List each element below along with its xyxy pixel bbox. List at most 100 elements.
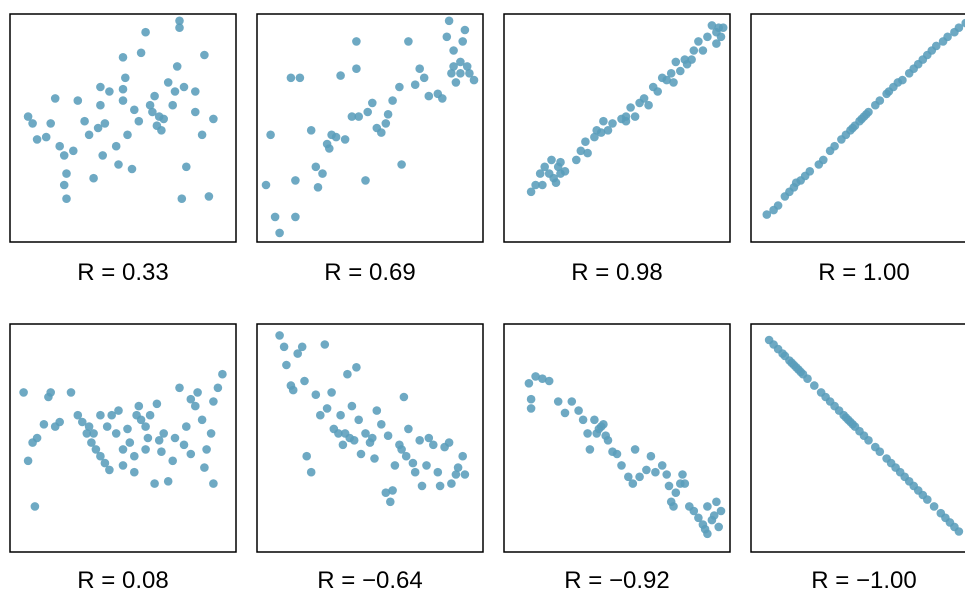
data-point [175, 16, 184, 26]
data-point [578, 415, 588, 425]
data-point [78, 417, 87, 427]
data-point [356, 449, 366, 459]
data-point [465, 69, 474, 78]
data-point [368, 98, 377, 108]
data-point [531, 180, 540, 190]
data-point [929, 502, 939, 511]
data-point [653, 87, 662, 96]
correlation-label: R = 0.69 [324, 259, 415, 286]
data-point [100, 119, 110, 128]
data-point [286, 73, 296, 83]
data-point [410, 80, 420, 89]
data-point [41, 132, 51, 142]
plot-frame [256, 13, 484, 243]
data-point [136, 415, 146, 425]
data-point [114, 406, 123, 415]
data-point [270, 212, 280, 222]
data-point [583, 148, 592, 158]
data-point [145, 100, 155, 110]
data-point [603, 126, 613, 135]
data-point [96, 410, 105, 420]
data-point [630, 445, 640, 454]
data-point [449, 46, 458, 55]
data-point [347, 401, 357, 411]
data-point [352, 363, 361, 372]
data-point [422, 461, 431, 470]
data-point [694, 37, 703, 46]
data-point [703, 529, 712, 539]
data-point [875, 447, 885, 457]
data-point [433, 467, 443, 477]
data-point [608, 119, 617, 128]
points-group [275, 331, 470, 507]
data-point [460, 470, 470, 479]
data-point [404, 37, 413, 46]
data-point [177, 194, 187, 203]
data-point [100, 458, 110, 468]
data-point [89, 173, 98, 183]
data-point [864, 436, 873, 445]
data-point [716, 506, 726, 516]
data-point [23, 112, 33, 121]
data-point [143, 433, 153, 443]
data-point [118, 84, 128, 94]
points-group [764, 335, 964, 536]
data-point [275, 228, 284, 238]
data-point [401, 451, 411, 461]
plot-frame [9, 13, 237, 243]
data-point [864, 107, 873, 117]
data-point [150, 91, 159, 101]
data-point [662, 75, 671, 85]
data-point [349, 436, 359, 445]
data-point [451, 78, 461, 87]
data-point [803, 374, 812, 384]
data-point [96, 82, 105, 92]
scatter-panel: R = −1.00 [750, 323, 965, 593]
data-point [316, 410, 325, 420]
data-point [671, 57, 681, 67]
data-point [91, 445, 101, 454]
data-point [773, 201, 783, 210]
data-point [55, 141, 64, 151]
data-point [32, 135, 42, 144]
data-point [671, 488, 681, 498]
data-point [626, 103, 635, 112]
data-point [576, 146, 586, 156]
data-point [123, 424, 132, 434]
data-point [154, 436, 164, 445]
data-point [55, 417, 64, 427]
data-point [644, 100, 653, 110]
data-point [524, 379, 534, 388]
data-point [352, 37, 361, 46]
scatter-panel: R = 1.00 [750, 13, 965, 286]
data-point [361, 176, 370, 185]
data-point [130, 451, 139, 461]
correlation-label: R = −0.64 [317, 567, 422, 593]
plot-frame [9, 323, 237, 553]
data-point [354, 415, 364, 425]
data-point [657, 461, 667, 470]
data-point [193, 388, 202, 397]
data-point [159, 114, 168, 124]
data-point [386, 497, 395, 507]
points-group [23, 16, 218, 203]
data-point [535, 169, 545, 178]
data-point [175, 383, 184, 393]
correlation-label: R = −1.00 [811, 567, 916, 593]
data-point [111, 429, 121, 438]
data-point [383, 431, 393, 441]
data-point [170, 433, 180, 443]
data-point [415, 436, 425, 445]
data-point [419, 73, 429, 83]
data-point [213, 383, 223, 393]
data-point [666, 69, 676, 78]
data-point [105, 465, 114, 475]
data-point [628, 479, 638, 488]
data-point [556, 157, 565, 167]
data-point [179, 440, 189, 450]
data-point [186, 449, 196, 459]
data-point [451, 470, 461, 479]
data-point [624, 472, 633, 482]
data-point [266, 130, 275, 140]
data-point [62, 169, 71, 178]
